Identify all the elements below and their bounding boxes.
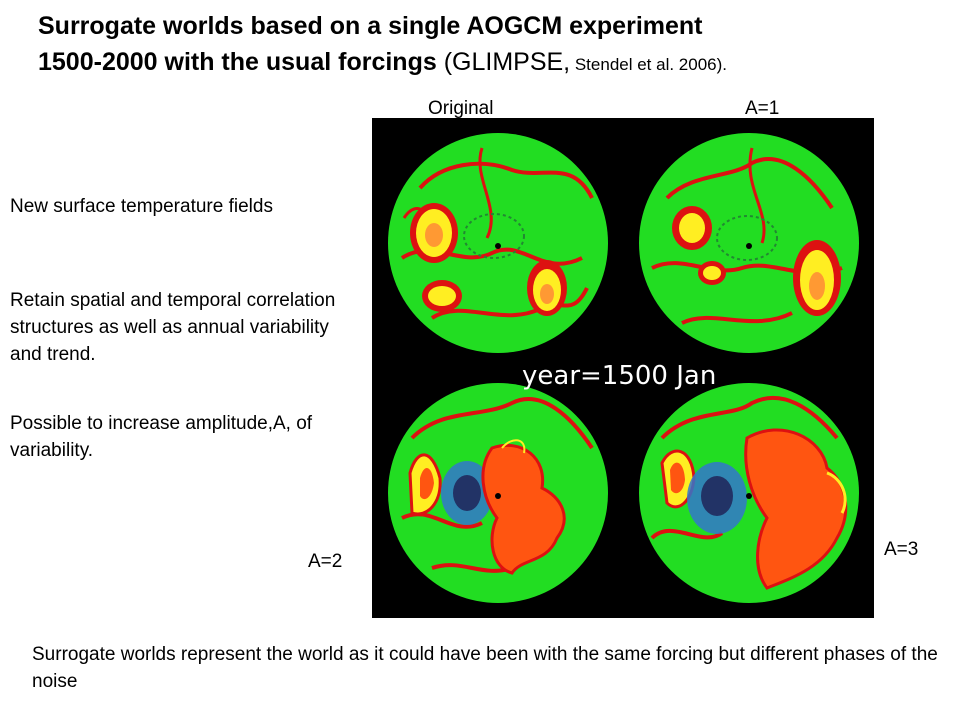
label-a1: A=1 [745,98,780,119]
year-label: year=1500 Jan [522,361,716,391]
text-retain-correlation: Retain spatial and temporal correlation … [10,290,336,365]
map-a1 [639,133,859,353]
label-a2: A=2 [308,551,343,572]
text-increase-amplitude: Possible to increase amplitude,A, of var… [10,413,313,461]
text-new-fields: New surface temperature fields [10,196,273,217]
map-a3 [639,383,859,603]
title-line-2: 1500-2000 with the usual forcings [38,48,437,76]
label-original: Original [428,98,494,119]
title-line-1: Surrogate worlds based on a single AOGCM… [38,12,703,40]
map-original [388,133,608,353]
map-a2 [388,383,608,603]
surrogate-maps-figure: year=1500 Jan [372,118,874,618]
slide-title: Surrogate worlds based on a single AOGCM… [38,8,948,83]
footer-text: Surrogate worlds represent the world as … [32,644,938,692]
maps-svg: year=1500 Jan [372,118,874,618]
title-source: (GLIMPSE, [436,48,571,76]
title-citation: Stendel et al. 2006). [570,55,728,74]
label-a3: A=3 [884,539,919,560]
